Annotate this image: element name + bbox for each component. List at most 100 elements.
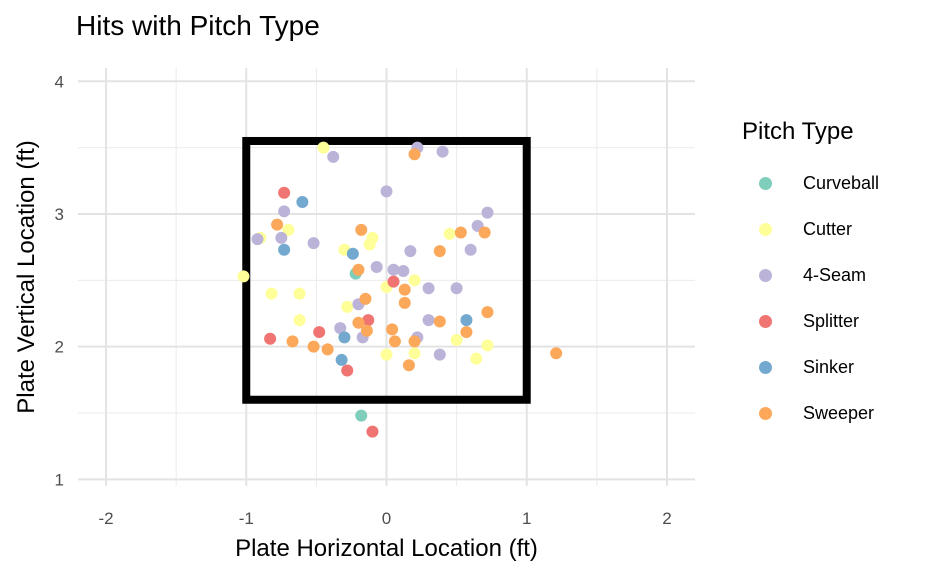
legend: Pitch Type Curveball Cutter 4-Seam Splitter… bbox=[742, 118, 879, 436]
data-point-4-seam bbox=[481, 206, 494, 219]
x-tick-label: -1 bbox=[239, 509, 254, 528]
data-point-curveball bbox=[355, 409, 368, 422]
data-point-sweeper bbox=[360, 324, 373, 337]
x-tick-label: 1 bbox=[522, 509, 531, 528]
data-point-sweeper bbox=[460, 326, 473, 339]
data-point-cutter bbox=[293, 287, 306, 300]
data-point-sinker bbox=[338, 331, 351, 344]
data-point-cutter bbox=[237, 270, 250, 283]
data-point-sinker bbox=[335, 353, 348, 366]
y-axis-title: Plate Vertical Location (ft) bbox=[13, 140, 40, 413]
data-point-sweeper bbox=[402, 359, 415, 372]
y-tick-label: 2 bbox=[55, 338, 64, 357]
data-point-sweeper bbox=[271, 218, 284, 231]
legend-label: Cutter bbox=[803, 218, 853, 239]
data-point-splitter bbox=[362, 314, 375, 327]
x-tick-label: 2 bbox=[662, 509, 671, 528]
data-point-4-seam bbox=[334, 322, 347, 335]
tick-labels: -2 -1 0 1 2 1 2 3 4 bbox=[55, 72, 672, 528]
chart-title: Hits with Pitch Type bbox=[76, 10, 320, 41]
data-point-sweeper bbox=[481, 306, 494, 319]
y-tick-label: 4 bbox=[55, 72, 64, 91]
strike-zone-box bbox=[242, 136, 531, 404]
x-tick-label: 0 bbox=[382, 509, 391, 528]
data-point-sweeper bbox=[307, 340, 320, 353]
data-point-cutter bbox=[293, 314, 306, 327]
legend-item: Curveball bbox=[742, 160, 879, 206]
data-point-sweeper bbox=[388, 335, 401, 348]
data-point-sweeper bbox=[478, 226, 491, 239]
data-point-sweeper bbox=[398, 296, 411, 309]
legend-item: Cutter bbox=[742, 206, 879, 252]
legend-items: Curveball Cutter 4-Seam Splitter Sinker Sweep… bbox=[742, 160, 879, 436]
legend-label: Sweeper bbox=[803, 402, 875, 423]
data-point-4-seam bbox=[327, 150, 340, 163]
data-point-sweeper bbox=[355, 223, 368, 236]
data-point-sweeper bbox=[352, 263, 365, 276]
legend-label: Sinker bbox=[803, 356, 855, 377]
legend-swatch bbox=[759, 314, 772, 328]
data-point-splitter bbox=[387, 275, 400, 288]
data-point-sweeper bbox=[550, 347, 563, 360]
legend-swatch bbox=[759, 176, 772, 190]
data-point-4-seam bbox=[387, 263, 400, 276]
legend-swatch bbox=[759, 268, 772, 282]
data-point-sweeper bbox=[352, 316, 365, 329]
data-point-sweeper bbox=[408, 148, 421, 161]
data-point-sweeper bbox=[408, 335, 421, 348]
legend-swatch bbox=[759, 222, 772, 236]
data-point-splitter bbox=[366, 425, 379, 438]
data-point-4-seam bbox=[422, 282, 435, 295]
data-point-4-seam bbox=[275, 231, 288, 244]
data-points bbox=[237, 141, 563, 438]
data-point-sweeper bbox=[359, 292, 372, 305]
data-point-sweeper bbox=[433, 245, 446, 258]
legend-swatch bbox=[759, 406, 772, 420]
data-point-cutter bbox=[408, 347, 421, 360]
data-point-4-seam bbox=[436, 145, 449, 158]
data-point-sweeper bbox=[398, 283, 411, 296]
data-point-cutter bbox=[317, 141, 330, 154]
data-point-4-seam bbox=[278, 205, 291, 218]
y-tick-label: 3 bbox=[55, 205, 64, 224]
data-point-cutter bbox=[282, 223, 295, 236]
data-point-4-seam bbox=[397, 265, 410, 278]
data-point-splitter bbox=[313, 326, 326, 339]
data-point-4-seam bbox=[370, 261, 383, 274]
data-point-cutter bbox=[341, 300, 354, 313]
data-point-sinker bbox=[460, 314, 473, 327]
data-point-cutter bbox=[366, 231, 379, 244]
data-point-sinker bbox=[278, 243, 291, 256]
legend-item: 4-Seam bbox=[742, 252, 879, 298]
data-point-4-seam bbox=[422, 314, 435, 327]
legend-label: 4-Seam bbox=[803, 264, 867, 285]
legend-item: Sweeper bbox=[742, 390, 879, 436]
data-point-splitter bbox=[341, 364, 354, 377]
legend-label: Splitter bbox=[803, 310, 860, 331]
data-point-sweeper bbox=[286, 335, 299, 348]
data-point-cutter bbox=[470, 352, 483, 365]
legend-item: Sinker bbox=[742, 344, 879, 390]
data-point-sinker bbox=[296, 196, 309, 209]
strike-zone-layer bbox=[242, 136, 531, 404]
legend-swatch bbox=[759, 360, 772, 374]
x-tick-label: -2 bbox=[98, 509, 113, 528]
data-point-4-seam bbox=[450, 282, 463, 295]
data-point-4-seam bbox=[464, 243, 477, 256]
data-point-4-seam bbox=[380, 185, 393, 198]
grid-lines bbox=[78, 68, 695, 486]
data-point-cutter bbox=[443, 227, 456, 240]
x-axis-title: Plate Horizontal Location (ft) bbox=[235, 535, 538, 562]
data-point-cutter bbox=[481, 339, 494, 352]
legend-item: Splitter bbox=[742, 298, 879, 344]
data-point-4-seam bbox=[404, 245, 417, 258]
data-point-sweeper bbox=[454, 226, 467, 239]
data-point-cutter bbox=[380, 348, 393, 361]
data-point-4-seam bbox=[251, 233, 264, 246]
data-point-sweeper bbox=[386, 323, 399, 336]
data-point-sinker bbox=[346, 247, 359, 260]
data-point-cutter bbox=[265, 287, 278, 300]
legend-title: Pitch Type bbox=[742, 118, 854, 145]
legend-label: Curveball bbox=[803, 172, 880, 193]
